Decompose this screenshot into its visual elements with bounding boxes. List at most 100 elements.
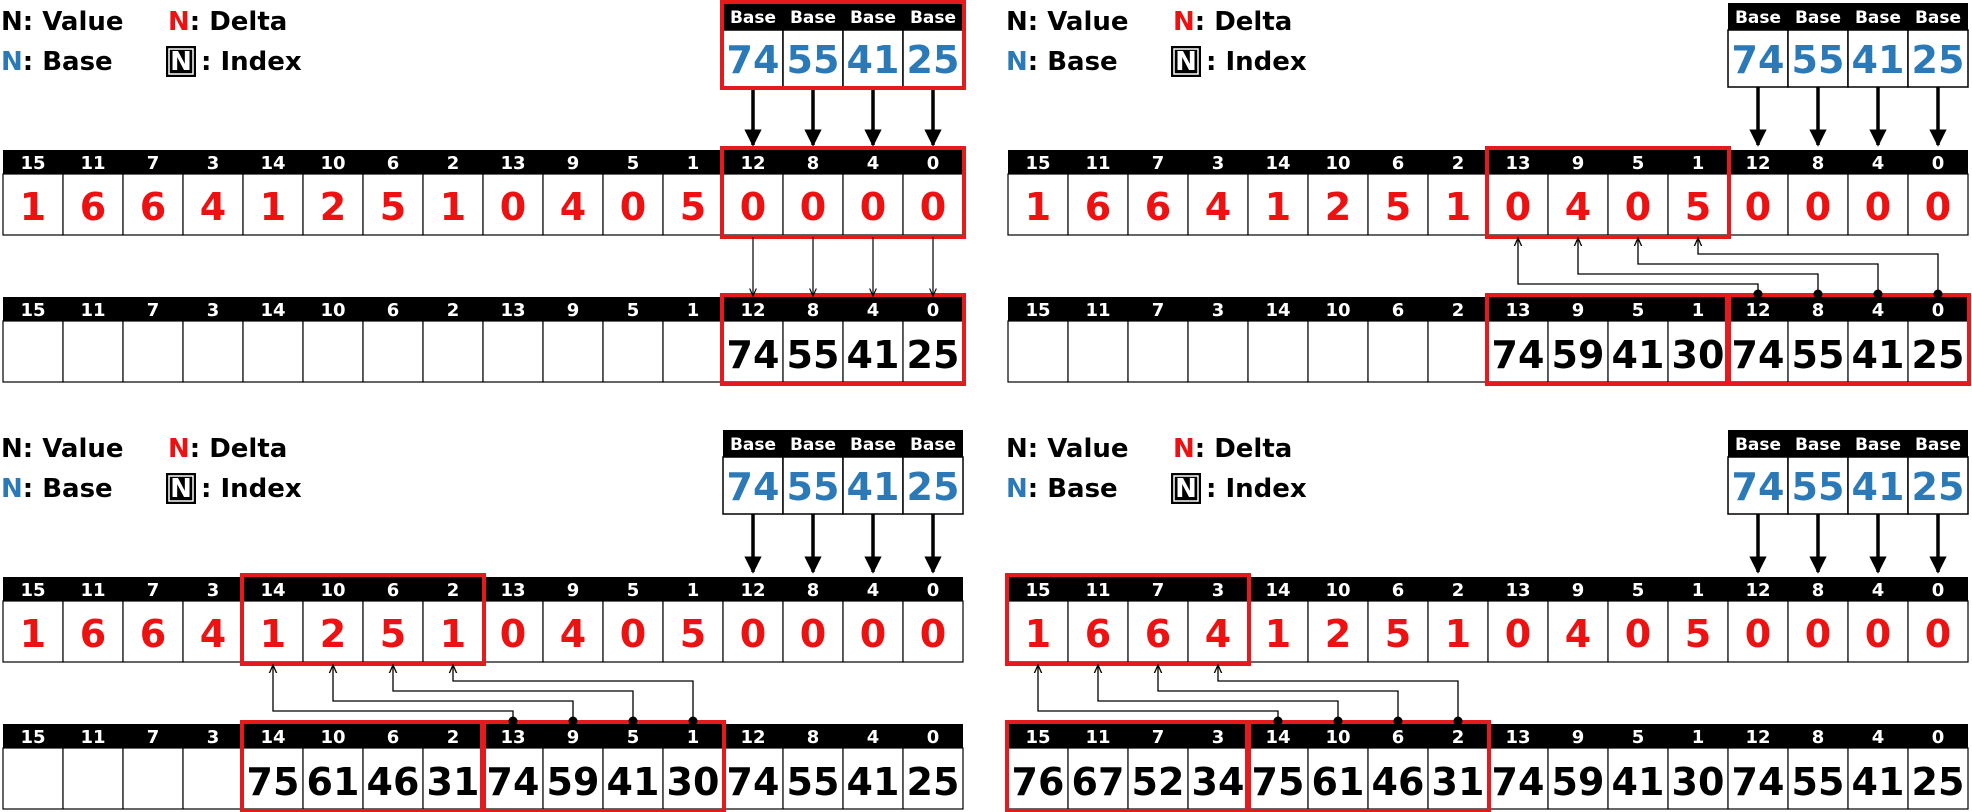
result-value-cell <box>422 320 484 383</box>
delta-index-cell <box>363 150 423 174</box>
legend-value: N: Value <box>1006 7 1129 37</box>
delta-index-label: 1 <box>1692 153 1705 174</box>
delta-index-label: 6 <box>387 580 400 601</box>
delta-index-cell <box>1848 577 1908 601</box>
result-index-cell <box>1608 297 1668 321</box>
result-value: 74 <box>487 760 540 804</box>
result-index-cell <box>63 724 123 748</box>
base-value-cell <box>1907 456 1969 515</box>
result-index-cell <box>783 724 843 748</box>
base-value: 25 <box>907 38 960 82</box>
base-header-cell <box>1728 430 1788 457</box>
delta-value: 4 <box>560 612 586 656</box>
base-header-label: Base <box>910 435 956 455</box>
legend-index-box <box>1171 473 1201 504</box>
delta-index-label: 3 <box>207 153 220 174</box>
delta-value: 6 <box>140 185 166 229</box>
result-index-cell <box>843 297 903 321</box>
result-index-cell <box>183 724 243 748</box>
result-index-cell <box>903 297 963 321</box>
delta-index-cell <box>3 577 63 601</box>
delta-index-label: 0 <box>1932 153 1945 174</box>
result-value: 74 <box>1732 760 1785 804</box>
result-value-cell <box>1667 320 1729 383</box>
delta-value-cell <box>1907 173 1969 236</box>
result-value-cell <box>1187 320 1249 383</box>
delta-value: 6 <box>80 612 106 656</box>
delta-index-label: 12 <box>1745 153 1770 174</box>
delta-value-cell <box>62 173 124 236</box>
delta-value: 0 <box>620 612 646 656</box>
result-value: 55 <box>787 333 840 377</box>
result-value-cell <box>1907 320 1969 383</box>
base-value-cell <box>782 29 844 88</box>
delta-value-cell <box>902 173 964 236</box>
delta-index-cell <box>3 150 63 174</box>
result-value-cell <box>1667 747 1729 810</box>
result-index-label: 10 <box>320 300 345 321</box>
result-value-cell <box>602 320 664 383</box>
result-value-cell <box>1067 747 1129 810</box>
base-value: 74 <box>1732 38 1785 82</box>
result-index-label: 0 <box>1932 300 1945 321</box>
result-index-cell <box>303 724 363 748</box>
delta-value-cell <box>1547 600 1609 663</box>
base-header-label: Base <box>1735 8 1781 28</box>
delta-index-cell <box>1788 150 1848 174</box>
result-value-cell <box>1367 320 1429 383</box>
result-value: 61 <box>1312 760 1365 804</box>
delta-value-cell <box>182 600 244 663</box>
delta-value-cell <box>1187 173 1249 236</box>
base-value-cell <box>1727 29 1789 88</box>
result-index-label: 12 <box>1745 727 1770 748</box>
result-index-cell <box>1848 724 1908 748</box>
result-value: 52 <box>1132 760 1185 804</box>
result-value: 74 <box>1732 333 1785 377</box>
result-row: 15 11 7 3 14 10 6 2 13 74 9 59 5 41 1 30 12 74 8 55 4 41 0 25 <box>1007 293 1971 386</box>
base-value-cell <box>722 456 784 515</box>
delta-index-cell <box>1188 150 1248 174</box>
delta-value: 2 <box>320 612 346 656</box>
result-index-label: 9 <box>567 300 580 321</box>
result-value-cell <box>1427 320 1489 383</box>
base-value-cell <box>1787 29 1849 88</box>
carry-connector <box>1038 665 1279 721</box>
result-index-cell <box>363 724 423 748</box>
carry-connector <box>273 665 514 721</box>
result-index-cell <box>1068 724 1128 748</box>
delta-index-label: 3 <box>1212 580 1225 601</box>
result-highlight <box>480 720 726 812</box>
delta-index-cell <box>303 577 363 601</box>
base-block: Base 74 Base 55 Base 41 Base 25 <box>1727 3 1969 147</box>
result-index-cell <box>1308 724 1368 748</box>
result-index-label: 9 <box>1572 300 1585 321</box>
result-value-cell <box>122 747 184 810</box>
legend-index: : Index <box>201 47 302 77</box>
base-header-cell <box>1908 3 1968 30</box>
result-index-label: 14 <box>260 300 285 321</box>
delta-value: 0 <box>1805 612 1831 656</box>
result-index-cell <box>1248 297 1308 321</box>
delta-value-cell <box>182 173 244 236</box>
delta-value: 4 <box>200 612 226 656</box>
delta-value: 5 <box>680 185 706 229</box>
delta-index-label: 12 <box>1745 580 1770 601</box>
result-value: 46 <box>1372 760 1425 804</box>
result-index-cell <box>1428 724 1488 748</box>
result-value: 41 <box>847 333 900 377</box>
delta-index-cell <box>543 150 603 174</box>
carry-connector <box>453 665 694 721</box>
delta-index-cell <box>1908 150 1968 174</box>
result-value: 74 <box>727 760 780 804</box>
result-value: 25 <box>1912 760 1965 804</box>
delta-index-label: 1 <box>687 580 700 601</box>
delta-value: 6 <box>80 185 106 229</box>
result-value: 67 <box>1072 760 1125 804</box>
delta-value: 1 <box>1445 185 1471 229</box>
delta-value: 5 <box>380 185 406 229</box>
base-header-cell <box>783 430 843 457</box>
base-value: 41 <box>847 38 900 82</box>
base-header-label: Base <box>730 8 776 28</box>
delta-index-label: 2 <box>1452 153 1465 174</box>
result-index-label: 13 <box>1505 300 1530 321</box>
